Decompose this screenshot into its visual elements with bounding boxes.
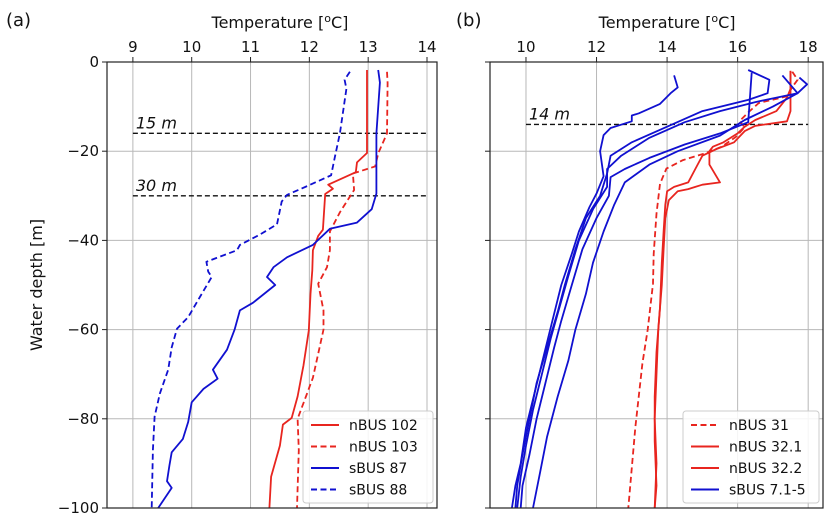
series-line-sbus-7-profile-6 [516, 74, 799, 509]
series-line-nbus-32-2 [653, 70, 792, 509]
x-tick-label: 12 [587, 38, 606, 56]
x-axis-title-main: Temperature [ [211, 13, 325, 32]
x-axis-title-unit: C] [331, 13, 348, 32]
reference-line-label: 30 m [136, 176, 177, 195]
x-tick-label: 10 [516, 38, 535, 56]
series-line-nbus-102 [268, 70, 368, 509]
x-tick-label: 16 [728, 38, 747, 56]
x-tick-label: 14 [417, 38, 436, 56]
series-line-nbus-103 [296, 71, 389, 509]
panel-b: 14 m 10 12 14 16 18 Temperature [oC] (b) nBUS 31… [456, 10, 824, 509]
y-tick-label: −60 [67, 321, 99, 339]
y-tick-label: −100 [58, 499, 99, 517]
x-tick-label: 9 [128, 38, 138, 56]
axes-frame [106, 61, 438, 509]
legend-label: nBUS 102 [349, 418, 418, 434]
x-axis-title: Temperature [oC] [598, 12, 736, 32]
legend-label: nBUS 103 [349, 440, 418, 456]
x-tick-label: 11 [241, 38, 260, 56]
series-line-nbus-31 [627, 71, 799, 509]
x-tick-label: 12 [300, 38, 319, 56]
legend-box [682, 410, 820, 504]
x-tick-label: 10 [182, 38, 201, 56]
panel-label: (b) [456, 10, 481, 31]
series-line-sbus-7-profile-5 [519, 72, 753, 509]
x-axis-title-main: Temperature [ [598, 13, 712, 32]
axes-frame [489, 61, 824, 509]
reference-line-label: 14 m [529, 104, 570, 123]
x-axis-title-unit: C] [718, 13, 735, 32]
legend-label: sBUS 88 [349, 483, 407, 499]
panel-label: (a) [6, 10, 31, 31]
panel-a: 15 m 30 m 9 10 11 12 13 14 0 −20 −40 −60 −80 −100 Temp… [6, 10, 438, 517]
reference-line-label: 15 m [136, 113, 177, 132]
y-tick-label: 0 [89, 53, 99, 71]
series-line-sbus-7-profile-4 [514, 69, 771, 509]
series-line-sbus-7-profile-7 [532, 76, 808, 509]
x-tick-label: 18 [799, 38, 818, 56]
y-tick-label: −40 [67, 231, 99, 249]
legend: nBUS 102 nBUS 103 sBUS 87 sBUS 88 [302, 410, 434, 504]
x-axis-title: Temperature [oC] [211, 12, 349, 32]
x-tick-label: 13 [359, 38, 378, 56]
y-axis-label: Water depth [m] [27, 219, 46, 351]
legend-label: sBUS 87 [349, 461, 407, 477]
legend: nBUS 31 nBUS 32.1 nBUS 32.2 sBUS 7.1-5 [682, 410, 820, 504]
legend-label: sBUS 7.1-5 [729, 483, 806, 499]
legend-box [302, 410, 434, 504]
x-axis-title-superscript: o [324, 12, 331, 25]
y-tick-label: −20 [67, 142, 99, 160]
x-tick-label: 14 [658, 38, 677, 56]
legend-label: nBUS 32.1 [729, 440, 802, 456]
legend-label: nBUS 31 [729, 418, 789, 434]
series-line-sbus-87 [157, 69, 381, 509]
y-tick-label: −80 [67, 410, 99, 428]
legend-label: nBUS 32.2 [729, 461, 802, 477]
x-axis-title-superscript: o [711, 12, 718, 25]
series-line-sbus-88 [150, 71, 351, 509]
